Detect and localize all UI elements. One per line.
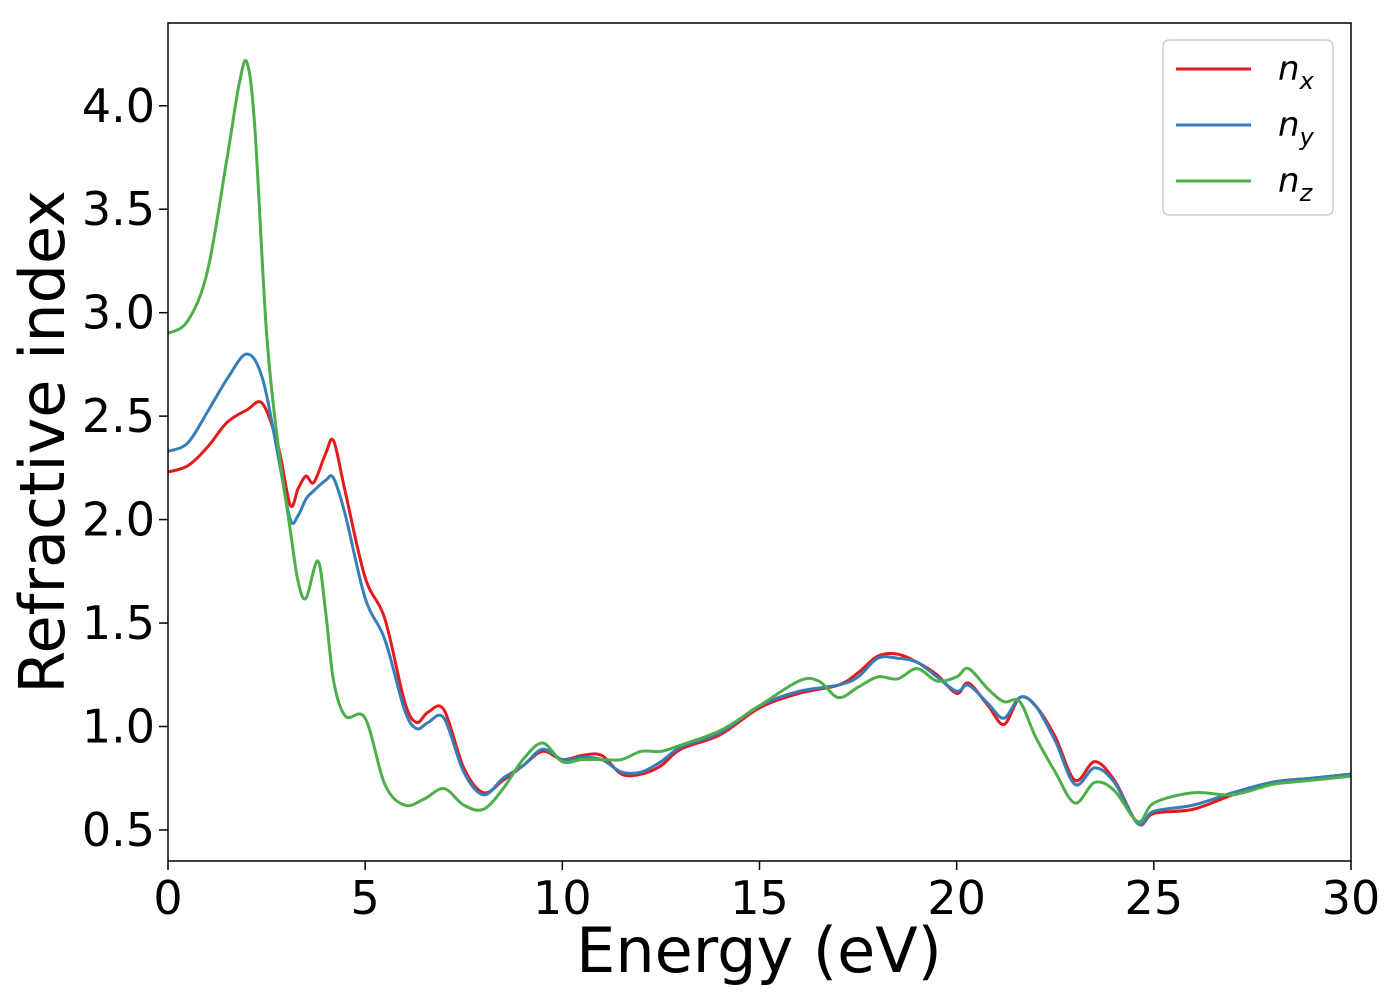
x-tick-label: 15 bbox=[730, 871, 789, 925]
series-line-nz bbox=[167, 59, 1352, 824]
legend-label-nx: nx bbox=[1278, 49, 1315, 95]
x-tick-label: 30 bbox=[1322, 871, 1381, 925]
series-line-ny bbox=[167, 352, 1352, 827]
y-tick-label: 2.5 bbox=[82, 389, 155, 443]
series-line-nx bbox=[167, 400, 1352, 827]
legend-label-ny: ny bbox=[1278, 105, 1315, 151]
legend-box bbox=[1162, 39, 1334, 216]
y-tick-label: 1.0 bbox=[82, 700, 155, 754]
y-tick-label: 1.5 bbox=[82, 596, 155, 650]
x-tick-label: 20 bbox=[927, 871, 986, 925]
y-tick-label: 4.0 bbox=[82, 79, 155, 133]
y-axis-label: Refractive index bbox=[6, 190, 79, 694]
y-axis-ticks: 0.5 1.0 1.5 2.0 2.5 3.0 3.5 4.0 bbox=[82, 79, 168, 857]
y-tick-label: 3.5 bbox=[82, 182, 155, 236]
x-tick-label: 5 bbox=[351, 871, 380, 925]
x-axis-ticks: 0 5 10 15 20 25 30 bbox=[153, 861, 1380, 925]
x-axis-label: Energy (eV) bbox=[576, 914, 942, 987]
legend: nx ny nz bbox=[1162, 39, 1334, 216]
x-tick-label: 10 bbox=[533, 871, 592, 925]
x-tick-label: 25 bbox=[1125, 871, 1184, 925]
y-tick-label: 2.0 bbox=[82, 493, 155, 547]
y-tick-label: 3.0 bbox=[82, 286, 155, 340]
series-lines bbox=[167, 59, 1352, 827]
legend-label-nz: nz bbox=[1278, 161, 1314, 207]
x-tick-label: 0 bbox=[153, 871, 182, 925]
y-tick-label: 0.5 bbox=[82, 803, 155, 857]
